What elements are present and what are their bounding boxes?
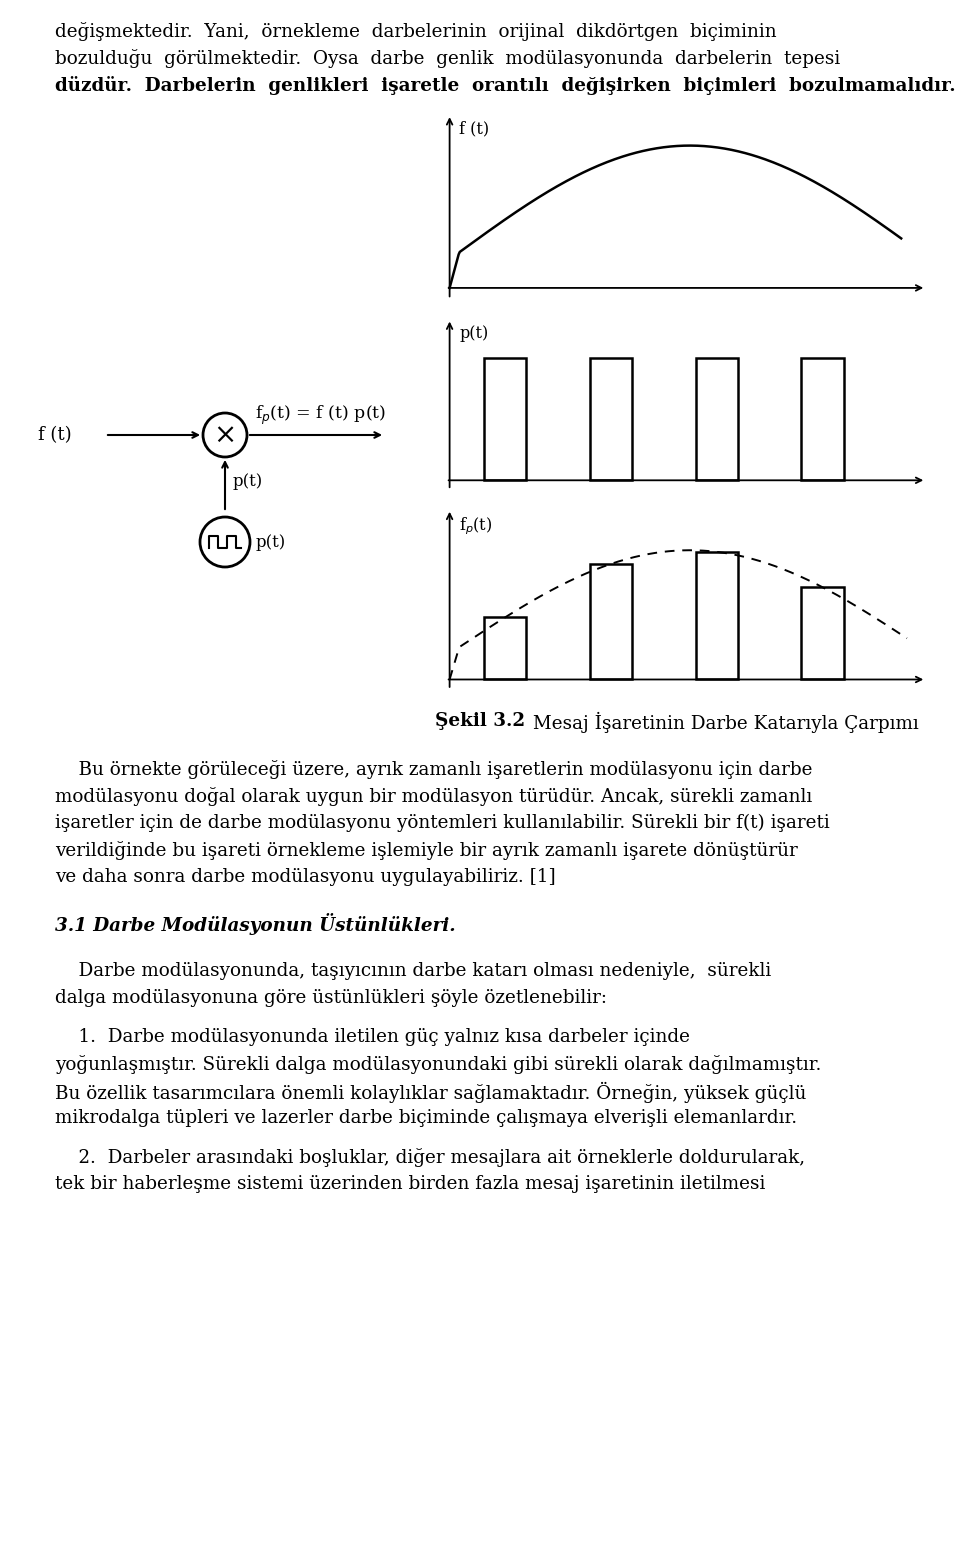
Text: ×: ×: [213, 421, 236, 449]
Text: Bu örnekte görüleceği üzere, ayrık zamanlı işaretlerin modülasyonu için darbe: Bu örnekte görüleceği üzere, ayrık zaman…: [55, 760, 812, 778]
Text: Mesaj İşaretinin Darbe Katarıyla Çarpımı: Mesaj İşaretinin Darbe Katarıyla Çarpımı: [527, 711, 919, 733]
Text: p(t): p(t): [233, 474, 263, 490]
Text: p(t): p(t): [256, 534, 286, 551]
Text: f (t): f (t): [459, 120, 490, 137]
Text: 3.1 Darbe Modülasyonun Üstünlükleri.: 3.1 Darbe Modülasyonun Üstünlükleri.: [55, 913, 456, 934]
Text: işaretler için de darbe modülasyonu yöntemleri kullanılabilir. Sürekli bir f(t) : işaretler için de darbe modülasyonu yönt…: [55, 814, 829, 831]
Text: verildiğinde bu işareti örnekleme işlemiyle bir ayrık zamanlı işarete dönüştürür: verildiğinde bu işareti örnekleme işlemi…: [55, 841, 798, 860]
Bar: [589, 357, 632, 480]
Text: bozulduğu  görülmektedir.  Oysa  darbe  genlik  modülasyonunda  darbelerin  tepe: bozulduğu görülmektedir. Oysa darbe genl…: [55, 48, 840, 69]
Text: ve daha sonra darbe modülasyonu uygulayabiliriz. [1]: ve daha sonra darbe modülasyonu uygulaya…: [55, 867, 556, 886]
Text: f$_p$(t): f$_p$(t): [459, 515, 492, 537]
Bar: [696, 357, 738, 480]
Text: mikrodalga tüpleri ve lazerler darbe biçiminde çalışmaya elverişli elemanlardır.: mikrodalga tüpleri ve lazerler darbe biç…: [55, 1109, 797, 1126]
Text: p(t): p(t): [459, 324, 489, 342]
Bar: [802, 357, 844, 480]
Text: f$_p$(t) = f (t) p(t): f$_p$(t) = f (t) p(t): [255, 404, 386, 427]
Text: 1.  Darbe modülasyonunda iletilen güç yalnız kısa darbeler içinde: 1. Darbe modülasyonunda iletilen güç yal…: [55, 1028, 690, 1047]
Text: modülasyonu doğal olarak uygun bir modülasyon türüdür. Ancak, sürekli zamanlı: modülasyonu doğal olarak uygun bir modül…: [55, 786, 812, 807]
Text: değişmektedir.  Yani,  örnekleme  darbelerinin  orijinal  dikdörtgen  biçiminin: değişmektedir. Yani, örnekleme darbeleri…: [55, 22, 777, 41]
Text: f (t): f (t): [38, 426, 72, 445]
Text: 2.  Darbeler arasındaki boşluklar, diğer mesajlara ait örneklerle doldurularak,: 2. Darbeler arasındaki boşluklar, diğer …: [55, 1148, 805, 1167]
Bar: [484, 357, 526, 480]
Text: dalga modülasyonuna göre üstünlükleri şöyle özetlenebilir:: dalga modülasyonuna göre üstünlükleri şö…: [55, 989, 607, 1008]
Text: Bu özellik tasarımcılara önemli kolaylıklar sağlamaktadır. Örneğin, yüksek güçlü: Bu özellik tasarımcılara önemli kolaylık…: [55, 1083, 806, 1103]
Text: Darbe modülasyonunda, taşıyıcının darbe katarı olması nedeniyle,  sürekli: Darbe modülasyonunda, taşıyıcının darbe …: [55, 963, 771, 980]
Bar: [802, 587, 844, 680]
Text: yoğunlaşmıştır. Sürekli dalga modülasyonundaki gibi sürekli olarak dağılmamıştır: yoğunlaşmıştır. Sürekli dalga modülasyon…: [55, 1055, 822, 1073]
Text: Şekil 3.2: Şekil 3.2: [435, 711, 525, 730]
Bar: [589, 563, 632, 680]
Text: düzdür.  Darbelerin  genlikleri  işaretle  orantılı  değişirken  biçimleri  bozu: düzdür. Darbelerin genlikleri işaretle o…: [55, 76, 955, 95]
Text: tek bir haberleşme sistemi üzerinden birden fazla mesaj işaretinin iletilmesi: tek bir haberleşme sistemi üzerinden bir…: [55, 1175, 765, 1193]
Bar: [484, 618, 526, 680]
Bar: [696, 552, 738, 680]
